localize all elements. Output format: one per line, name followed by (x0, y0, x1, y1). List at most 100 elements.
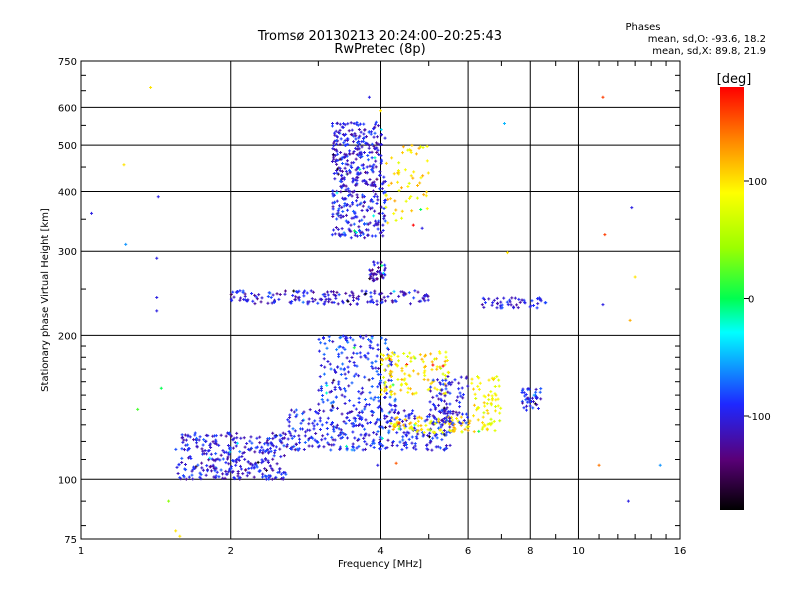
data-point (392, 172, 396, 176)
data-point (344, 169, 348, 173)
data-point (155, 256, 159, 260)
data-point (426, 433, 430, 437)
data-point (390, 443, 394, 447)
data-point (335, 290, 339, 294)
data-point (494, 398, 498, 402)
data-point (493, 384, 497, 388)
data-point (481, 421, 485, 425)
data-point (499, 300, 503, 304)
data-point (348, 359, 352, 363)
data-point (380, 407, 384, 411)
data-point (331, 212, 335, 216)
data-point (431, 402, 435, 406)
data-point (323, 342, 327, 346)
x-tick-label: 2 (228, 546, 234, 557)
data-point (467, 421, 471, 425)
data-point (319, 341, 323, 345)
data-point (520, 391, 524, 395)
data-point (373, 422, 377, 426)
data-point (389, 363, 393, 367)
data-point (328, 362, 332, 366)
data-point (307, 444, 311, 448)
data-point (339, 137, 343, 141)
data-point (426, 378, 430, 382)
data-point (209, 469, 213, 473)
data-point (321, 400, 325, 404)
data-point (500, 303, 504, 307)
data-point (282, 454, 286, 458)
data-point (633, 275, 637, 279)
data-point (443, 394, 447, 398)
data-point (487, 378, 491, 382)
data-point (385, 391, 389, 395)
phase-stats-o: mean, sd,O: -93.6, 18.2 (648, 34, 766, 45)
data-point (344, 377, 348, 381)
data-point (292, 410, 296, 414)
data-point (497, 378, 501, 382)
data-point (346, 122, 350, 126)
data-point (458, 400, 462, 404)
data-point (279, 477, 283, 481)
data-point (462, 419, 466, 423)
data-point (466, 384, 470, 388)
data-point (365, 165, 369, 169)
data-point (437, 350, 441, 354)
data-point (439, 428, 443, 432)
data-point (492, 298, 496, 302)
data-point (433, 357, 436, 361)
data-point (330, 421, 334, 425)
data-point (363, 236, 367, 240)
data-point (302, 294, 306, 298)
data-point (355, 166, 359, 170)
data-point (251, 299, 255, 303)
data-point (336, 302, 340, 306)
data-point (340, 177, 344, 181)
data-point (380, 187, 384, 191)
data-point (349, 164, 353, 168)
data-point (330, 443, 334, 447)
data-point (388, 402, 392, 406)
data-point (414, 435, 418, 439)
data-point (294, 408, 298, 412)
data-point (326, 293, 330, 297)
data-point (278, 293, 282, 297)
data-point (338, 122, 342, 126)
data-point (199, 477, 203, 481)
data-point (428, 428, 432, 432)
y-tick-label: 400 (58, 187, 77, 198)
data-point (409, 150, 413, 154)
data-point (455, 399, 459, 403)
data-point (296, 296, 300, 300)
data-point (345, 159, 349, 163)
data-point (453, 378, 457, 382)
data-point (440, 418, 444, 422)
data-point (403, 426, 407, 430)
data-point (472, 414, 476, 418)
data-point (347, 419, 351, 423)
data-point (374, 192, 378, 196)
data-point (420, 427, 424, 431)
chart-subtitle: RwPretec (8p) (334, 42, 425, 57)
data-point (328, 390, 332, 394)
data-point (337, 427, 341, 431)
data-point (534, 390, 538, 394)
data-point (364, 418, 368, 422)
data-point (362, 151, 366, 155)
data-point (199, 473, 203, 477)
data-point (342, 204, 346, 208)
y-tick-label: 75 (64, 535, 77, 546)
data-point (339, 433, 343, 437)
data-point (319, 388, 323, 392)
data-point (411, 446, 415, 450)
data-point (295, 413, 299, 417)
data-point (349, 132, 353, 136)
data-point (283, 470, 287, 474)
data-point (384, 198, 388, 202)
data-point (303, 434, 307, 438)
data-point (261, 459, 265, 463)
data-point (221, 472, 225, 476)
data-point (258, 469, 262, 473)
data-point (443, 399, 447, 403)
data-point (344, 389, 348, 393)
data-point (427, 387, 431, 391)
